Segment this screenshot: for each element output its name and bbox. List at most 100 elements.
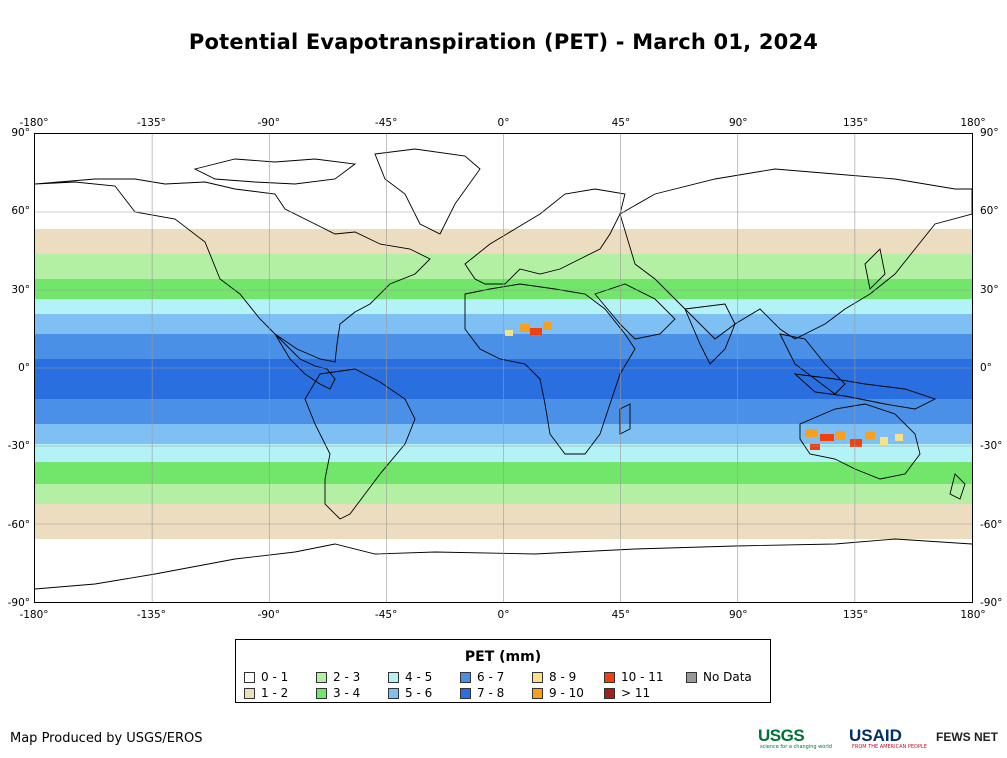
legend: PET (mm) 0 - 1 1 - 2 2 - 3 3 - 4 4 - 5 5 - 6 6… [235, 639, 771, 703]
longitude-tick: 0° [497, 609, 510, 621]
longitude-tick: -90° [257, 117, 280, 129]
legend-swatch [686, 672, 697, 683]
latitude-tick: 0° [980, 362, 992, 374]
legend-item: 5 - 6 [388, 686, 432, 700]
credit-text: Map Produced by USGS/EROS [10, 731, 203, 746]
legend-label: > 11 [621, 686, 651, 700]
legend-swatch [460, 688, 471, 699]
coastline-antarctica [35, 538, 972, 590]
legend-label: 4 - 5 [405, 670, 433, 684]
longitude-tick: 90° [728, 117, 748, 129]
pet-hotspot [810, 444, 820, 450]
longitude-tick: -135° [136, 609, 166, 621]
longitude-tick: 180° [960, 117, 986, 129]
legend-item: 1 - 2 [244, 686, 288, 700]
latitude-tick: -60° [7, 518, 30, 531]
pet-hotspot [835, 431, 845, 440]
coastline-new-zealand [949, 473, 966, 500]
coastline-indonesia [793, 373, 937, 410]
longitude-tick: -45° [374, 117, 398, 129]
legend-label: 9 - 10 [549, 686, 584, 700]
longitude-tick: -180° [19, 609, 49, 621]
longitude-tick: 45° [611, 117, 631, 129]
legend-swatch [244, 672, 255, 683]
coastline-madagascar [619, 403, 631, 435]
pet-hotspot [505, 330, 513, 336]
longitude-tick: 90° [728, 609, 748, 621]
latitude-tick: -60° [980, 518, 1003, 531]
legend-item: 0 - 1 [244, 670, 288, 684]
map-title: Potential Evapotranspiration (PET) - Mar… [188, 30, 819, 54]
legend-swatch [388, 672, 399, 683]
legend-swatch [604, 672, 615, 683]
legend-item: 8 - 9 [532, 670, 576, 684]
partner-logos: USGS science for a changing world USAID … [758, 724, 1000, 752]
coastline-southeast-asia [779, 333, 846, 395]
pet-hotspot [805, 429, 817, 437]
legend-label: 6 - 7 [477, 670, 505, 684]
fews-net-logo: FEWS NET [936, 730, 998, 744]
legend-label: 0 - 1 [261, 670, 289, 684]
coastline-arctic-islands [193, 158, 357, 185]
coastline-asia [619, 168, 972, 340]
latitude-tick: 60° [11, 205, 30, 218]
pet-hotspot [530, 328, 542, 335]
pet-hotspot [880, 437, 888, 445]
longitude-tick: 180° [960, 609, 986, 621]
pet-hotspot [895, 434, 903, 441]
legend-label: 8 - 9 [549, 670, 577, 684]
coastline-africa [464, 283, 636, 455]
legend-swatch [604, 688, 615, 699]
pet-map-canvas [35, 134, 972, 602]
pet-hotspot [820, 434, 834, 441]
latitude-tick: -90° [7, 597, 30, 609]
legend-swatch [316, 672, 327, 683]
latitude-tick: 0° [18, 362, 30, 374]
pet-hotspot [543, 322, 551, 330]
legend-item: 9 - 10 [532, 686, 584, 700]
coastline-arabia [594, 283, 676, 340]
longitude-tick: 0° [497, 117, 510, 129]
latitude-tick: 30° [980, 283, 999, 296]
pet-hotspot [520, 324, 530, 332]
legend-item: 6 - 7 [460, 670, 504, 684]
legend-item: 3 - 4 [316, 686, 360, 700]
pet-map[interactable] [34, 133, 973, 603]
coastlines-layer [35, 148, 972, 590]
coastline-south-america [304, 368, 416, 520]
usaid-logo: USAID [849, 726, 902, 745]
longitude-tick: -45° [374, 609, 398, 621]
legend-label: 2 - 3 [333, 670, 361, 684]
latitude-tick: 60° [980, 205, 999, 218]
longitude-tick: -180° [19, 117, 49, 129]
latitude-tick: -90° [980, 597, 1003, 609]
longitude-tick: -135° [136, 117, 166, 129]
coastline-japan [864, 248, 886, 290]
coastline-central-america [274, 333, 336, 390]
legend-item: 10 - 11 [604, 670, 664, 684]
legend-item: No Data [686, 670, 752, 684]
legend-item: 2 - 3 [316, 670, 360, 684]
legend-swatch [532, 672, 543, 683]
latitude-tick: 30° [11, 283, 30, 296]
legend-label: 1 - 2 [261, 686, 289, 700]
legend-item: > 11 [604, 686, 650, 700]
coastline-greenland [374, 148, 481, 235]
latitude-tick: -30° [980, 440, 1003, 453]
pet-hotspot [865, 432, 875, 439]
legend-swatch [388, 688, 399, 699]
legend-item: 4 - 5 [388, 670, 432, 684]
coastline-india [684, 303, 736, 365]
legend-swatch [244, 688, 255, 699]
legend-item: 7 - 8 [460, 686, 504, 700]
coastline-europe [464, 188, 626, 285]
legend-swatch [316, 688, 327, 699]
longitude-tick: 135° [842, 117, 869, 129]
longitude-tick: -90° [257, 609, 280, 621]
legend-swatch [460, 672, 471, 683]
coastline-australia [799, 403, 921, 480]
pet-hotspot [850, 439, 862, 447]
latitude-tick: 90° [980, 127, 999, 139]
graticule [35, 134, 972, 602]
usgs-logo: USGS [758, 726, 805, 745]
